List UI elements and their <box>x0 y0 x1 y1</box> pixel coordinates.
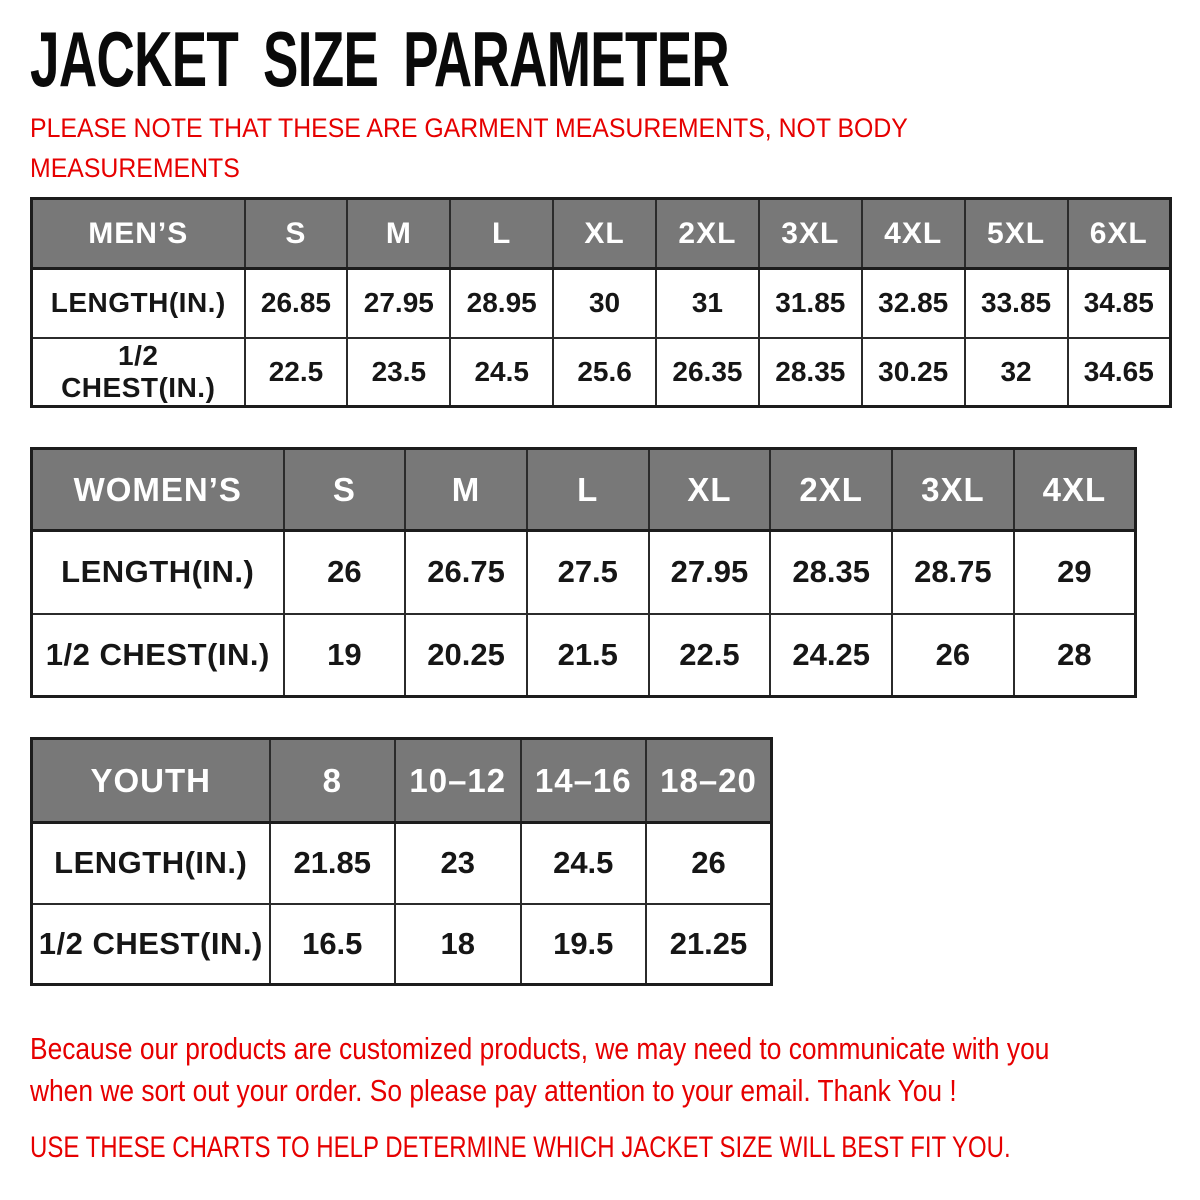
notice-line-2: when we sort out your order. So please p… <box>30 1073 957 1108</box>
womens-size-table: WOMEN’S S M L XL 2XL 3XL 4XL LENGTH(IN.) 26 26.75 2… <box>30 447 1137 698</box>
measurement-row: LENGTH(IN.) 26 26.75 27.5 27.95 28.35 28.75 29 <box>30 529 1137 615</box>
measurement-value-cell: 26 <box>891 612 1015 698</box>
measurement-value-cell: 31.85 <box>757 267 863 339</box>
group-label-cell: YOUTH <box>30 737 271 824</box>
measurement-value-cell: 16.5 <box>268 902 396 986</box>
measurement-value-cell: 30 <box>552 267 657 339</box>
measurement-value-cell: 28.35 <box>757 336 863 408</box>
size-header-cell: 14–16 <box>519 737 647 824</box>
size-header-cell: 18–20 <box>645 737 773 824</box>
measurement-value-cell: 24.25 <box>769 612 894 698</box>
measurement-value-cell: 26.35 <box>655 336 760 408</box>
size-header-cell: 2XL <box>655 197 760 270</box>
size-header-cell: M <box>346 197 452 270</box>
note-line-2: MEASUREMENTS <box>30 153 240 183</box>
note-line-1: PLEASE NOTE THAT THESE ARE GARMENT MEASU… <box>30 113 908 143</box>
measurement-value-cell: 19 <box>282 612 407 698</box>
measurement-row: LENGTH(IN.) 21.85 23 24.5 26 <box>30 821 773 905</box>
measurement-value-cell: 21.85 <box>268 821 396 905</box>
customization-notice: Because our products are customized prod… <box>30 1028 1200 1112</box>
size-header-cell: S <box>243 197 349 270</box>
group-label-cell: MEN’S <box>30 197 246 270</box>
garment-measurement-note: PLEASE NOTE THAT THESE ARE GARMENT MEASU… <box>30 108 984 188</box>
measurement-value-cell: 26.85 <box>243 267 349 339</box>
page-title: JACKET SIZE PARAMETER <box>30 15 730 103</box>
advice-line: USE THESE CHARTS TO HELP DETERMINE WHICH… <box>30 1131 1011 1164</box>
measurement-value-cell: 19.5 <box>519 902 647 986</box>
measurement-value-cell: 34.65 <box>1066 336 1172 408</box>
measurement-value-cell: 24.5 <box>519 821 647 905</box>
measurement-value-cell: 25.6 <box>552 336 657 408</box>
youth-size-table: YOUTH 8 10–12 14–16 18–20 LENGTH(IN.) 21.85 23 2… <box>30 737 773 986</box>
size-header-cell: XL <box>647 447 772 532</box>
measurement-value-cell: 24.5 <box>449 336 555 408</box>
measurement-value-cell: 32.85 <box>860 267 966 339</box>
measurement-row: 1/2 CHEST(IN.) 22.5 23.5 24.5 25.6 26.35 28.35… <box>30 336 1172 408</box>
measurement-value-cell: 26.75 <box>404 529 528 615</box>
measurement-value-cell: 32 <box>963 336 1069 408</box>
measurement-value-cell: 23.5 <box>346 336 452 408</box>
measurement-value-cell: 31 <box>655 267 760 339</box>
measurement-value-cell: 28.35 <box>769 529 894 615</box>
measurement-value-cell: 29 <box>1012 529 1137 615</box>
measurement-value-cell: 18 <box>394 902 522 986</box>
size-header-cell: 3XL <box>757 197 863 270</box>
measurement-row: 1/2 CHEST(IN.) 16.5 18 19.5 21.25 <box>30 902 773 986</box>
notice-line-1: Because our products are customized prod… <box>30 1031 1050 1066</box>
measurement-value-cell: 23 <box>394 821 522 905</box>
row-label-cell: LENGTH(IN.) <box>30 821 271 905</box>
row-label-cell: 1/2 CHEST(IN.) <box>30 902 271 986</box>
measurement-value-cell: 26 <box>282 529 407 615</box>
measurement-value-cell: 28.95 <box>449 267 555 339</box>
measurement-value-cell: 30.25 <box>860 336 966 408</box>
group-label-cell: WOMEN’S <box>30 447 285 532</box>
header-row: WOMEN’S S M L XL 2XL 3XL 4XL <box>30 447 1137 532</box>
row-label-cell: LENGTH(IN.) <box>30 529 285 615</box>
fit-advice: USE THESE CHARTS TO HELP DETERMINE WHICH… <box>30 1128 1200 1168</box>
measurement-value-cell: 28 <box>1012 612 1137 698</box>
size-header-cell: 4XL <box>860 197 966 270</box>
measurement-value-cell: 21.25 <box>645 902 773 986</box>
header-row: YOUTH 8 10–12 14–16 18–20 <box>30 737 773 824</box>
size-header-cell: L <box>525 447 650 532</box>
measurement-value-cell: 28.75 <box>891 529 1015 615</box>
measurement-value-cell: 27.95 <box>647 529 772 615</box>
measurement-value-cell: 22.5 <box>243 336 349 408</box>
size-header-cell: 6XL <box>1066 197 1172 270</box>
row-label-cell: 1/2 CHEST(IN.) <box>30 612 285 698</box>
size-header-cell: 5XL <box>963 197 1069 270</box>
size-header-cell: S <box>282 447 407 532</box>
measurement-value-cell: 26 <box>645 821 773 905</box>
row-label-cell: LENGTH(IN.) <box>30 267 246 339</box>
size-header-cell: L <box>449 197 555 270</box>
measurement-value-cell: 33.85 <box>963 267 1069 339</box>
measurement-value-cell: 34.85 <box>1066 267 1172 339</box>
size-header-cell: 10–12 <box>394 737 522 824</box>
mens-size-table: MEN’S S M L XL 2XL 3XL 4XL 5XL 6XL LENGTH(IN.) 26.8… <box>30 197 1172 408</box>
measurement-value-cell: 27.95 <box>346 267 452 339</box>
size-header-cell: M <box>404 447 528 532</box>
size-header-cell: 3XL <box>891 447 1015 532</box>
measurement-row: LENGTH(IN.) 26.85 27.95 28.95 30 31 31.85 32.85… <box>30 267 1172 339</box>
size-header-cell: 4XL <box>1012 447 1137 532</box>
measurement-value-cell: 21.5 <box>525 612 650 698</box>
measurement-value-cell: 27.5 <box>525 529 650 615</box>
measurement-value-cell: 20.25 <box>404 612 528 698</box>
size-header-cell: XL <box>552 197 657 270</box>
measurement-row: 1/2 CHEST(IN.) 19 20.25 21.5 22.5 24.25 26 28 <box>30 612 1137 698</box>
header-row: MEN’S S M L XL 2XL 3XL 4XL 5XL 6XL <box>30 197 1172 270</box>
size-header-cell: 8 <box>268 737 396 824</box>
row-label-cell: 1/2 CHEST(IN.) <box>30 336 246 408</box>
measurement-value-cell: 22.5 <box>647 612 772 698</box>
size-header-cell: 2XL <box>769 447 894 532</box>
